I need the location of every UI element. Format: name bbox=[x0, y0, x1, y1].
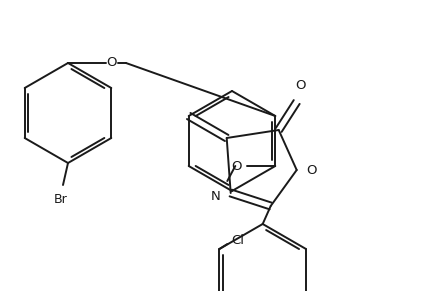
Text: O: O bbox=[231, 159, 241, 173]
Text: O: O bbox=[295, 79, 306, 92]
Text: Br: Br bbox=[54, 193, 68, 206]
Text: Cl: Cl bbox=[232, 235, 244, 248]
Text: O: O bbox=[307, 164, 317, 177]
Text: O: O bbox=[107, 56, 117, 70]
Text: N: N bbox=[211, 191, 221, 203]
